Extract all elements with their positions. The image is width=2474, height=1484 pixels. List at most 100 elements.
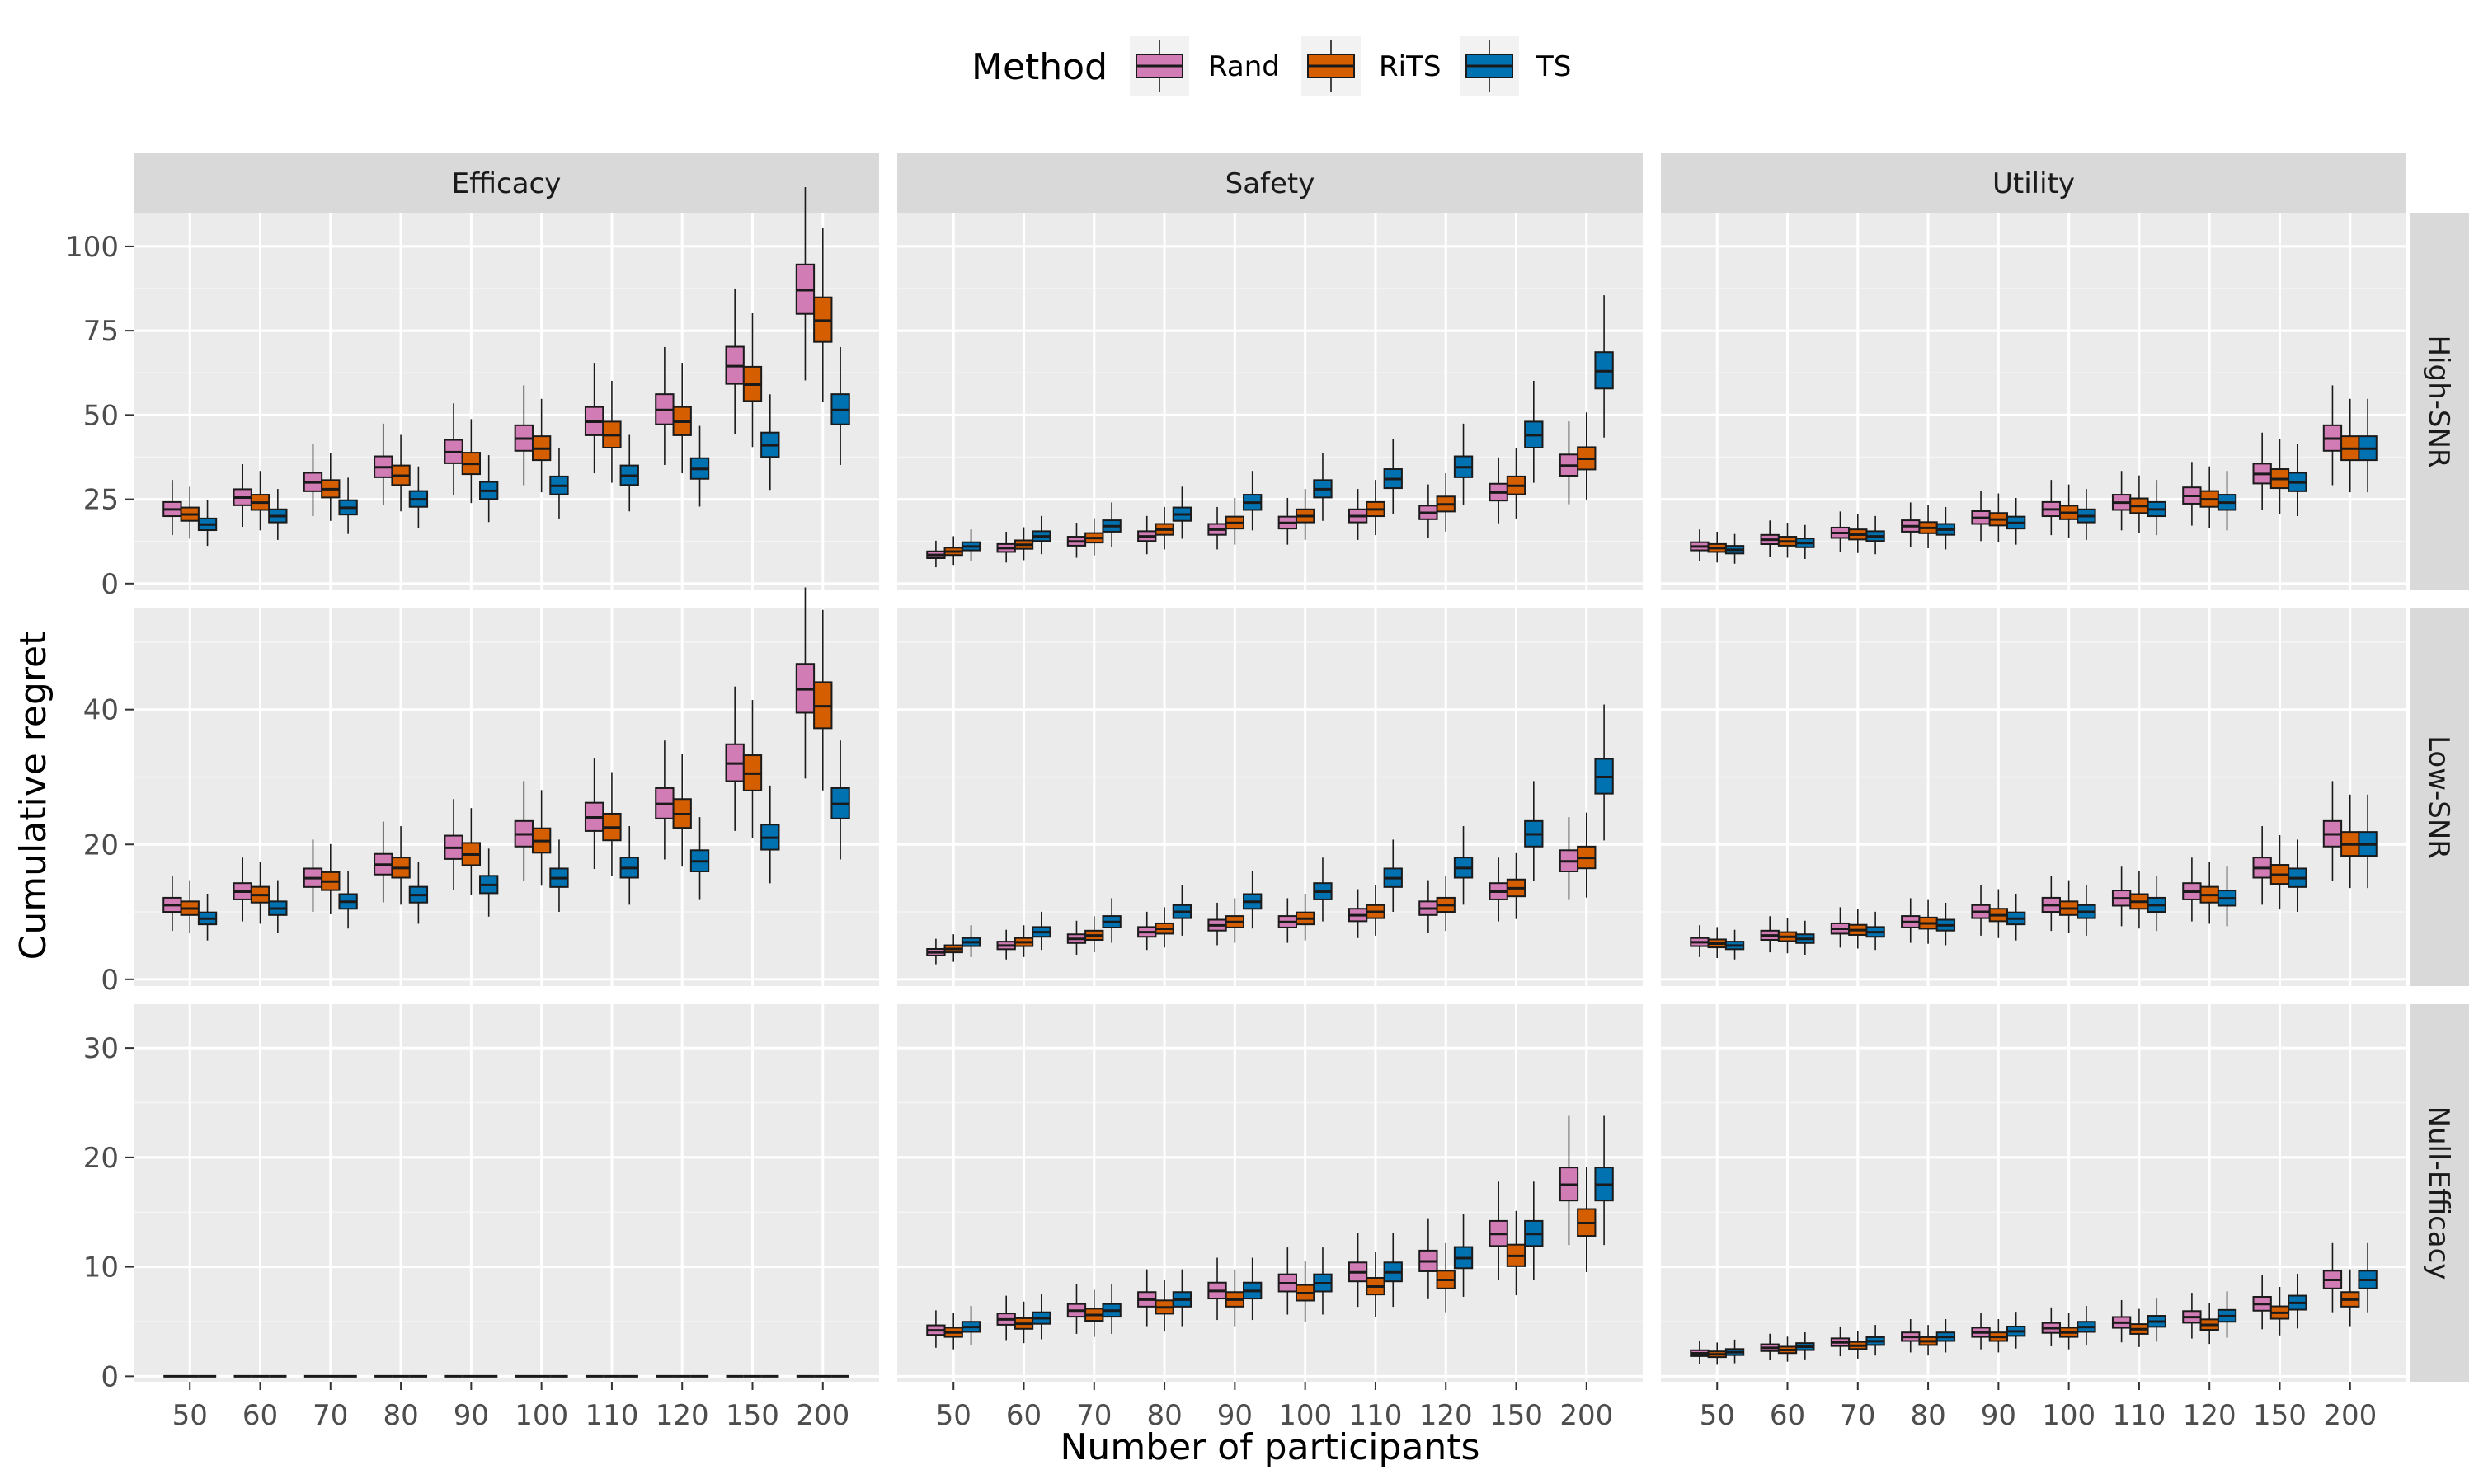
panel-background xyxy=(1661,608,2406,986)
box-rits-n110 xyxy=(1366,885,1385,936)
box-rand-n50 xyxy=(162,480,182,536)
box-rits-n200 xyxy=(813,609,833,791)
box-ts-n60 xyxy=(1032,911,1051,951)
panel-background xyxy=(1661,1004,2406,1382)
box-rits-n110 xyxy=(1366,480,1385,536)
box-rits-n100 xyxy=(531,398,552,493)
box-rand-n200 xyxy=(2322,1242,2343,1313)
box-rits-n110 xyxy=(2129,1308,2149,1347)
x-tick-label: 200 xyxy=(1559,1399,1613,1432)
strip-background xyxy=(2410,213,2469,590)
y-tick-label: 75 xyxy=(83,315,119,348)
box-ts-n110 xyxy=(2147,1298,2166,1342)
x-tick-label: 90 xyxy=(454,1399,489,1432)
box-ts-n90 xyxy=(2006,893,2026,941)
panels-layer: Efficacy Safety Utility High-SNR Low-SNR Null… xyxy=(65,153,2469,1432)
box-rand-n90 xyxy=(1207,506,1227,550)
box-rits-n50 xyxy=(943,934,963,962)
box-rits-n120 xyxy=(1436,1242,1456,1313)
box-ts-n50 xyxy=(197,500,218,547)
box-ts-n120 xyxy=(1453,826,1474,905)
box-rand-n150 xyxy=(2252,826,2272,905)
box-ts-n50 xyxy=(961,1306,981,1345)
strip-background xyxy=(2410,608,2469,986)
x-tick-label: 70 xyxy=(1076,1399,1112,1432)
box-rits-n70 xyxy=(1084,916,1104,953)
box-rand-n50 xyxy=(926,938,946,965)
x-tick-label: 120 xyxy=(656,1399,709,1432)
box-ts-n80 xyxy=(1172,885,1192,936)
box-rits-n50 xyxy=(1707,1342,1727,1365)
x-tick-label: 50 xyxy=(172,1399,208,1432)
box-rand-n80 xyxy=(1137,911,1157,951)
panel-background xyxy=(897,608,1643,986)
box-rand-n90 xyxy=(1971,1313,1991,1350)
box-rand-n120 xyxy=(1418,484,1438,538)
box-ts-n80 xyxy=(408,466,429,528)
box-ts-n90 xyxy=(1243,871,1263,929)
column-strip-label: Safety xyxy=(1225,167,1315,200)
box-rand-n100 xyxy=(2041,480,2061,536)
column-strip-efficacy: Efficacy xyxy=(134,153,879,213)
box-rits-n80 xyxy=(1155,1280,1174,1332)
box-ts-n100 xyxy=(1313,453,1333,521)
y-axis-null-efficacy: 0 10 20 30 xyxy=(83,1032,134,1393)
x-tick-label: 120 xyxy=(1419,1399,1473,1432)
box-rand-n90 xyxy=(1971,885,1991,936)
box-rand-n80 xyxy=(1901,502,1921,547)
box-ts-n100 xyxy=(2077,489,2096,540)
x-tick-label: 60 xyxy=(1006,1399,1042,1432)
box-ts-n150 xyxy=(760,394,780,491)
box-ts-n110 xyxy=(1383,1233,1403,1308)
box-rand-n90 xyxy=(1207,1257,1227,1321)
row-strip-label: Null-Efficacy xyxy=(2422,1106,2455,1280)
y-tick-label: 20 xyxy=(83,829,119,862)
box-rits-n70 xyxy=(321,453,341,521)
row-strip-label: Low-SNR xyxy=(2422,735,2455,859)
box-rits-n120 xyxy=(2199,862,2219,924)
x-tick-label: 200 xyxy=(2323,1399,2377,1432)
box-ts-n120 xyxy=(689,817,710,900)
x-tick-label: 80 xyxy=(1146,1399,1182,1432)
box-rits-n50 xyxy=(180,486,200,539)
box-rits-n100 xyxy=(1295,893,1315,941)
box-rits-n60 xyxy=(250,862,270,924)
y-tick-label: 0 xyxy=(101,568,119,601)
box-rand-n120 xyxy=(1418,1218,1438,1299)
box-rits-n150 xyxy=(742,700,763,838)
y-tick-label: 40 xyxy=(83,694,119,727)
box-rand-n200 xyxy=(1559,421,1579,505)
y-axis-title: Cumulative regret xyxy=(12,632,54,960)
box-rand-n150 xyxy=(725,288,745,434)
box-rits-n110 xyxy=(1366,1252,1385,1317)
box-rits-n100 xyxy=(1295,1261,1315,1322)
box-ts-n120 xyxy=(2217,1291,2237,1338)
x-tick-label: 70 xyxy=(313,1399,348,1432)
box-rits-n60 xyxy=(1014,925,1034,957)
box-rits-n80 xyxy=(1155,907,1174,948)
box-rits-n200 xyxy=(1577,812,1597,898)
box-rits-n100 xyxy=(2058,1313,2079,1350)
x-tick-label: 100 xyxy=(515,1399,568,1432)
column-strip-utility: Utility xyxy=(1661,153,2406,213)
box-rits-n100 xyxy=(531,790,552,886)
box-rits-n70 xyxy=(321,843,341,914)
panel-background xyxy=(134,213,879,590)
box-ts-n110 xyxy=(619,434,639,512)
box-ts-n120 xyxy=(2217,866,2237,927)
box-ts-n200 xyxy=(1594,295,1614,438)
box-ts-n200 xyxy=(830,740,850,860)
column-strip-safety: Safety xyxy=(897,153,1643,213)
box-rits-n150 xyxy=(1506,1210,1526,1296)
legend-label: Rand xyxy=(1208,50,1280,83)
box-ts-n80 xyxy=(1935,1319,1956,1353)
box-rits-n120 xyxy=(1436,876,1456,932)
box-rits-n80 xyxy=(1155,506,1174,550)
box-rits-n60 xyxy=(1014,527,1034,561)
box-rand-n110 xyxy=(2111,1299,2132,1343)
box-ts-n80 xyxy=(1935,506,1956,550)
x-tick-label: 80 xyxy=(1910,1399,1945,1432)
box-ts-n100 xyxy=(549,839,569,913)
box-rits-n50 xyxy=(943,536,963,566)
panel-null-efficacy-safety xyxy=(897,1004,1643,1382)
